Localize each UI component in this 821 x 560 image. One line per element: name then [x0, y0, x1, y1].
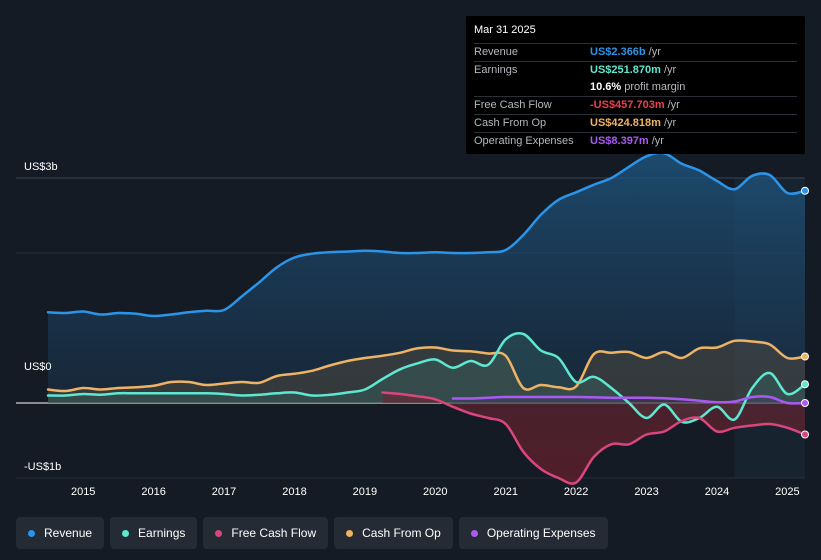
legend-item-operating-expenses[interactable]: Operating Expenses	[458, 517, 608, 549]
tooltip-value: -US$457.703m	[590, 99, 665, 111]
tooltip-unit: /yr	[648, 46, 661, 58]
x-tick-label: 2015	[71, 486, 95, 498]
tooltip-label: Cash From Op	[474, 117, 547, 129]
revenue-end-marker	[801, 186, 809, 195]
tooltip-value: US$251.870m	[590, 64, 661, 76]
tooltip-row-operating-expenses: Operating Expenses US$8.397m /yr	[474, 132, 797, 150]
tooltip-row-profit-margin: 10.6% profit margin	[474, 79, 797, 96]
tooltip-date: Mar 31 2025	[474, 24, 536, 36]
x-tick-label: 2024	[705, 486, 729, 498]
x-tick-label: 2018	[282, 486, 306, 498]
earnings-area	[48, 333, 805, 423]
x-tick-label: 2025	[775, 486, 799, 498]
legend-dot-icon	[28, 529, 35, 537]
x-tick-label: 2016	[141, 486, 165, 498]
tooltip-row-earnings: Earnings US$251.870m /yr	[474, 61, 797, 79]
cash-from-op-line	[46, 339, 807, 393]
legend-item-cash-from-op[interactable]: Cash From Op	[334, 517, 453, 549]
revenue-area	[48, 152, 805, 403]
legend-dot-icon	[346, 529, 354, 537]
tooltip-unit: /yr	[651, 135, 664, 147]
free-cash-flow-area	[382, 392, 805, 484]
tooltip-unit: /yr	[667, 99, 680, 111]
x-tick-label: 2019	[353, 486, 377, 498]
legend-label: Cash From Op	[362, 526, 441, 540]
legend-item-revenue[interactable]: Revenue	[16, 517, 105, 549]
legend-label: Earnings	[138, 526, 186, 540]
tooltip-row-revenue: Revenue US$2.366b /yr	[474, 43, 797, 61]
legend-dot-icon	[215, 529, 223, 537]
tooltip-row-cash-from-op: Cash From Op US$424.818m /yr	[474, 114, 797, 132]
tooltip-unit: /yr	[663, 117, 677, 129]
legend-label: Revenue	[44, 526, 93, 540]
tooltip-value: US$8.397m	[590, 135, 649, 147]
x-tick-label: 2022	[564, 486, 588, 498]
tooltip-value: US$2.366b	[590, 46, 646, 58]
revenue-line	[46, 151, 807, 318]
cash-from-op-end-marker	[801, 352, 809, 361]
chart-legend: Revenue Earnings Free Cash Flow Cash Fro…	[16, 517, 608, 549]
x-tick-label: 2017	[212, 486, 236, 498]
x-tick-label: 2021	[493, 486, 517, 498]
free-cash-flow-line	[381, 391, 807, 485]
tooltip-label: Earnings	[474, 64, 518, 76]
legend-item-earnings[interactable]: Earnings	[110, 517, 198, 549]
legend-item-free-cash-flow[interactable]: Free Cash Flow	[203, 517, 329, 549]
operating-expenses-end-marker	[801, 399, 809, 407]
tooltip-label: Revenue	[474, 46, 519, 58]
tooltip-unit: profit margin	[624, 81, 686, 93]
x-tick-label: 2023	[634, 486, 658, 498]
tooltip-label: Free Cash Flow	[474, 99, 552, 111]
data-tooltip: Mar 31 2025 Revenue US$2.366b /yr Earnin…	[466, 16, 805, 154]
earnings-end-marker	[801, 380, 809, 389]
operating-expenses-line	[451, 395, 807, 405]
tooltip-label: Operating Expenses	[474, 135, 574, 147]
legend-dot-icon	[122, 529, 130, 537]
y-tick-label-top: US$3b	[24, 161, 58, 173]
tooltip-row-free-cash-flow: Free Cash Flow -US$457.703m /yr	[474, 96, 797, 114]
tooltip-unit: /yr	[663, 64, 677, 76]
x-tick-label: 2020	[423, 486, 447, 498]
legend-dot-icon	[470, 529, 478, 537]
tooltip-label	[474, 79, 590, 96]
y-tick-label-zero: US$0	[24, 361, 52, 373]
y-tick-label-bottom: -US$1b	[24, 461, 61, 473]
cash-from-op-area	[48, 340, 805, 403]
legend-label: Operating Expenses	[486, 526, 596, 540]
legend-label: Free Cash Flow	[231, 526, 317, 540]
tooltip-value: 10.6%	[590, 81, 622, 93]
free-cash-flow-end-marker	[801, 430, 809, 439]
tooltip-value: US$424.818m	[590, 117, 661, 129]
